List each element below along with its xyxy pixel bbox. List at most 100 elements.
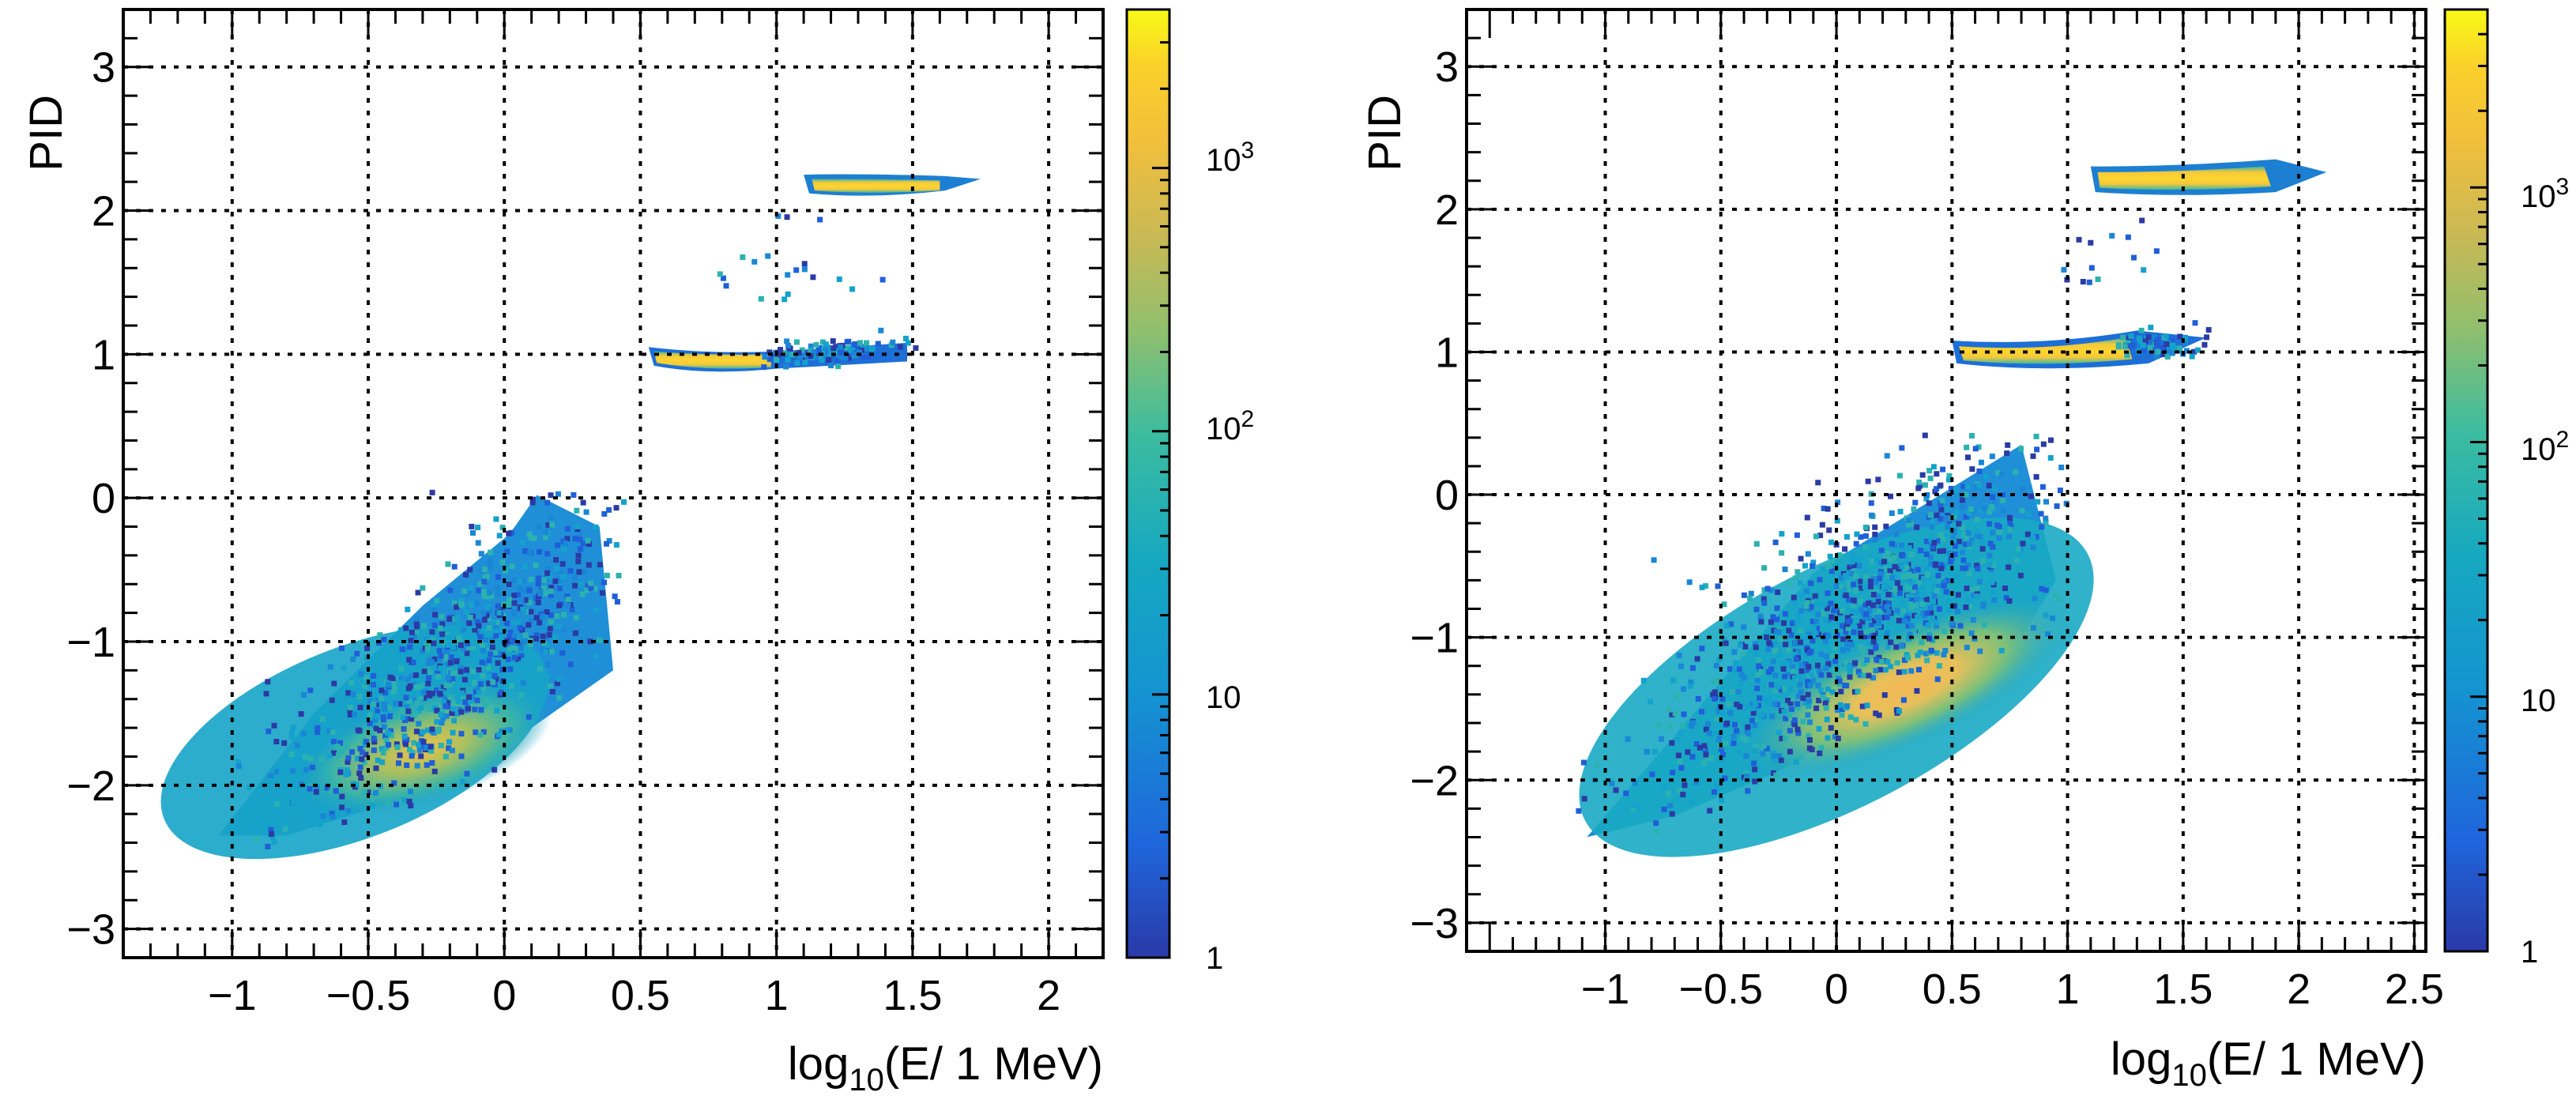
heatmap-cell — [785, 272, 791, 278]
heatmap-cell — [1881, 584, 1887, 590]
heatmap-cell — [2088, 239, 2094, 246]
heatmap-cell — [440, 715, 446, 721]
heatmap-cell — [353, 781, 360, 788]
heatmap-cell — [547, 683, 553, 689]
colorbar: 1 10 102 103 — [2443, 8, 2569, 970]
heatmap-cell — [1786, 580, 1792, 586]
heatmap-cell — [836, 276, 842, 282]
heatmap-cell — [1911, 612, 1918, 619]
heatmap-cell — [1858, 534, 1864, 540]
heatmap-cell — [1743, 736, 1749, 743]
heatmap-cell — [1839, 706, 1845, 713]
heatmap-cell — [1912, 499, 1919, 506]
heatmap-cell — [425, 727, 431, 733]
heatmap-cell — [2176, 345, 2182, 352]
heatmap-cell — [344, 744, 350, 751]
x-tick-label: −0.5 — [326, 972, 411, 1019]
heatmap-cell — [1737, 749, 1743, 755]
heatmap-cell — [1938, 576, 1945, 582]
heatmap-cell — [334, 744, 341, 750]
heatmap-cell — [1926, 468, 1933, 474]
heatmap-cell — [473, 729, 479, 736]
heatmap-cell — [269, 834, 276, 841]
heatmap-cell — [1825, 617, 1832, 623]
heatmap-cell — [421, 689, 427, 695]
heatmap-cell — [1713, 678, 1719, 684]
heatmap-cell — [467, 585, 473, 591]
heatmap-cell — [468, 601, 474, 607]
heatmap-cell — [2137, 345, 2143, 351]
heatmap-cell — [1990, 563, 1997, 569]
heatmap-cell — [1908, 552, 1915, 558]
heatmap-cell — [793, 267, 800, 273]
heatmap-cell — [314, 729, 321, 736]
heatmap-cell — [513, 661, 519, 667]
heatmap-cell — [576, 569, 582, 575]
heatmap-cell — [1987, 562, 1993, 568]
heatmap-cell — [1795, 611, 1801, 617]
heatmap-cell — [1851, 582, 1857, 588]
heatmap-cell — [412, 710, 419, 717]
heatmap-cell — [902, 335, 909, 341]
heatmap-cell — [439, 707, 446, 714]
heatmap-cell — [268, 826, 274, 833]
heatmap-cell — [529, 499, 536, 506]
heatmap-cell — [290, 800, 296, 806]
heatmap-cell — [494, 585, 500, 591]
heatmap-cell — [398, 665, 405, 672]
heatmap-cell — [382, 733, 389, 740]
heatmap-cell — [1753, 667, 1760, 673]
heatmap-cell — [606, 537, 612, 544]
heatmap-cell — [378, 695, 384, 702]
heatmap-cell — [420, 639, 427, 646]
heatmap-cell — [345, 808, 351, 814]
heatmap-cell — [518, 597, 525, 603]
heatmap-cell — [1594, 762, 1600, 768]
heatmap-cell — [499, 525, 506, 531]
heatmap-cell — [482, 593, 488, 600]
heatmap-cell — [271, 722, 277, 729]
heatmap-cell — [1968, 432, 1975, 439]
heatmap-cell — [1655, 721, 1662, 728]
heatmap-cell — [587, 638, 593, 645]
heatmap-cell — [454, 614, 461, 620]
heatmap-cell — [499, 631, 505, 638]
heatmap-cell — [339, 748, 345, 755]
heatmap-cell — [1703, 583, 1709, 589]
heatmap-cell — [1824, 717, 1830, 723]
heatmap-cell — [1934, 587, 1940, 593]
heatmap-cell — [404, 704, 410, 710]
heatmap-cell — [847, 348, 853, 354]
heatmap-cell — [461, 646, 467, 652]
heatmap-cell — [1904, 612, 1910, 619]
heatmap-cell — [429, 637, 435, 643]
heatmap-cell — [393, 701, 399, 707]
heatmap-cell — [1852, 660, 1859, 666]
heatmap-cell — [371, 747, 377, 753]
heatmap-cell — [375, 757, 381, 763]
heatmap-cell — [811, 349, 817, 356]
heatmap-cell — [1894, 608, 1900, 614]
x-tick-label: 0.5 — [1923, 966, 1982, 1013]
heatmap-cell — [403, 695, 409, 701]
heatmap-cell — [1833, 583, 1840, 589]
heatmap-cell — [476, 623, 482, 629]
heatmap-cell — [520, 680, 526, 686]
heatmap-cell — [1862, 721, 1869, 727]
heatmap-cell — [1843, 592, 1849, 598]
heatmap-cell — [1723, 640, 1729, 646]
heatmap-cell — [440, 684, 446, 691]
heatmap-cell — [1876, 619, 1882, 625]
heatmap-cell — [1931, 533, 1938, 540]
heatmap-cell — [432, 612, 439, 618]
heatmap-cell — [1644, 748, 1650, 755]
y-axis-title: PID — [1359, 95, 1410, 171]
heatmap-cell — [528, 608, 534, 615]
heatmap-cell — [2024, 531, 2031, 537]
heatmap-cell — [1920, 592, 1926, 598]
heatmap-cell — [506, 582, 512, 588]
heatmap-cell — [465, 706, 471, 712]
heatmap-cell — [495, 603, 501, 609]
